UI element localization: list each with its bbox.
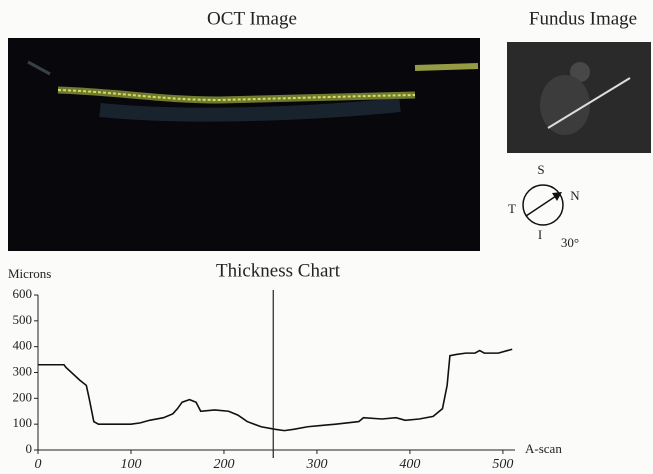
compass: [522, 184, 564, 226]
y-tick-label: 400: [13, 338, 33, 353]
chart-title: Thickness Chart: [216, 260, 341, 281]
y-tick-label: 0: [26, 441, 33, 456]
thickness-line: [38, 348, 513, 432]
fundus-title: Fundus Image: [529, 8, 637, 29]
compass-angle: 30°: [561, 235, 579, 250]
x-tick-label: 0: [35, 457, 42, 472]
x-axis-label: A-scan: [525, 441, 562, 456]
x-tick-label: 300: [305, 457, 327, 472]
oct-title: OCT Image: [207, 8, 297, 29]
y-tick-label: 600: [13, 286, 33, 301]
compass-i: I: [538, 227, 542, 242]
x-tick-label: 400: [399, 457, 420, 472]
y-axis-label: Microns: [8, 266, 51, 281]
x-tick-label: 200: [213, 457, 234, 472]
compass-t: T: [508, 201, 516, 216]
y-tick-label: 100: [13, 415, 33, 430]
fundus-image: [507, 42, 651, 153]
y-tick-label: 200: [13, 389, 33, 404]
compass-n: N: [570, 188, 580, 203]
x-tick-label: 100: [120, 457, 141, 472]
y-tick-label: 500: [13, 312, 33, 327]
compass-s: S: [537, 162, 544, 177]
y-tick-label: 300: [13, 363, 33, 378]
oct-image: [8, 38, 480, 251]
x-tick-label: 500: [492, 457, 513, 472]
